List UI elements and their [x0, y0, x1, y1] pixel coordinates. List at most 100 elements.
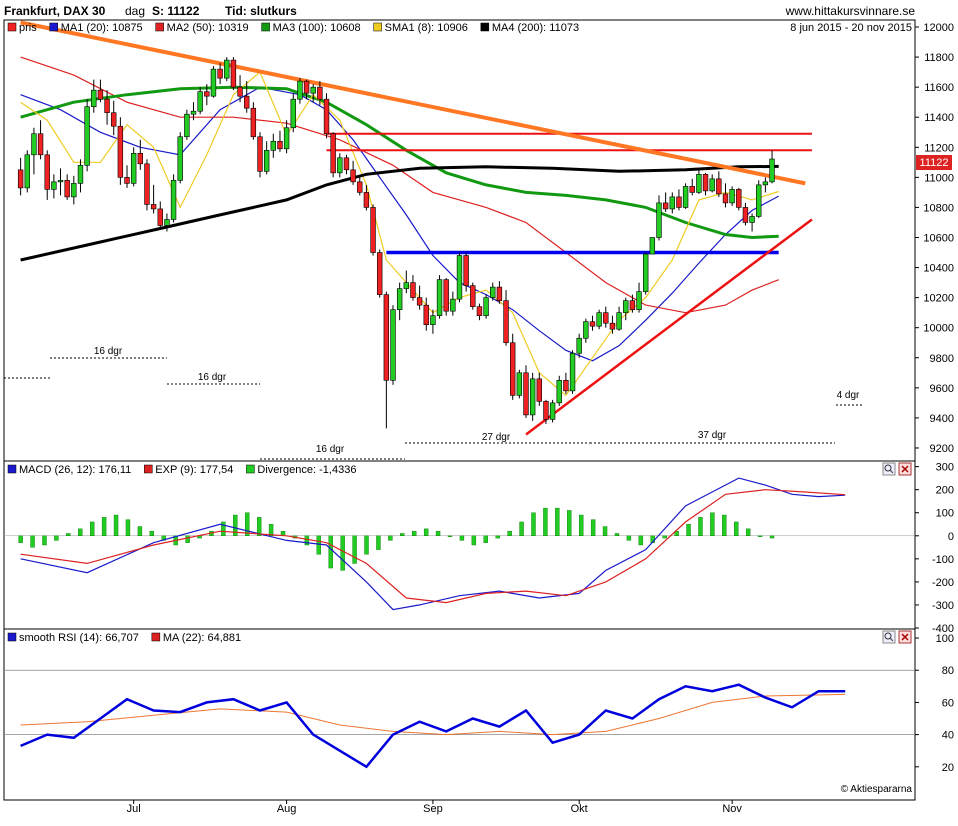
ma-line-2: [20, 56, 779, 314]
macd-divergence-bar: [734, 521, 739, 536]
macd-divergence-bar: [400, 533, 405, 536]
macd-legend: MACD (26, 12): 176,11 EXP (9): 177,54 Dive…: [7, 464, 356, 476]
candle-body: [204, 91, 210, 97]
price-y-tick-label: 9200: [930, 443, 954, 455]
rsi-close-button[interactable]: [898, 630, 912, 644]
price-y-tick-label: 11000: [924, 172, 954, 184]
macd-divergence-bar: [757, 535, 763, 537]
rsi-legend: smooth RSI (14): 66,707 MA (22): 64,881: [7, 632, 241, 644]
candle-body: [357, 181, 363, 193]
candle-body: [722, 193, 729, 204]
macd-divergence-bar: [42, 535, 47, 546]
candle-body: [17, 169, 24, 189]
macd-divergence-bar: [78, 528, 83, 536]
legend-label: EXP (9): 177,54: [155, 464, 233, 476]
price-y-tick-label: 9400: [930, 413, 954, 425]
site-url[interactable]: www.hittakursvinnare.se: [785, 4, 916, 18]
macd-divergence-bar: [435, 530, 441, 536]
macd-divergence-bar: [256, 517, 262, 536]
candle-body: [370, 207, 376, 253]
macd-divergence-bar: [745, 528, 751, 536]
legend-label: MA1 (20): 10875: [61, 22, 143, 34]
candle-body: [190, 110, 197, 115]
candle-body: [756, 184, 762, 217]
candle-body: [257, 136, 263, 172]
legend-swatch: [151, 632, 161, 642]
candle-body: [682, 186, 689, 208]
macd-divergence-bar: [531, 512, 536, 536]
legend-swatch: [155, 22, 164, 32]
last-price-tag: 11122: [916, 155, 952, 170]
legend-swatch: [261, 22, 270, 32]
tid-label: Tid: slutkurs: [225, 4, 297, 18]
price-y-tick-label: 11800: [924, 52, 954, 64]
candle-body: [709, 178, 715, 192]
magnifier-icon: [884, 464, 892, 472]
price-legend: pris MA1 (20): 10875 MA2 (50): 10319 MA3 (1…: [7, 22, 579, 34]
period-label: dag: [125, 4, 145, 18]
annotation-16-dgr: 16 dgr: [198, 372, 227, 383]
candle-body: [696, 174, 702, 193]
legend-label: MACD (26, 12): 176,11: [19, 464, 131, 476]
candle-body: [396, 288, 403, 310]
legend-label: pris: [19, 22, 37, 34]
candle-body: [636, 291, 642, 310]
macd-divergence-bar: [578, 514, 584, 536]
macd-divergence-bar: [221, 521, 226, 536]
x-tick-label: Jul: [127, 803, 141, 815]
candle-body: [383, 294, 390, 381]
legend-swatch: [7, 22, 17, 32]
legend-label: smooth RSI (14): 66,707: [19, 632, 139, 644]
candle-body: [323, 98, 330, 135]
candle-body: [310, 86, 316, 94]
candle-body: [37, 133, 44, 156]
candle-body: [164, 219, 170, 226]
macd-zoom-button[interactable]: [882, 462, 896, 476]
macd-divergence-bar: [149, 530, 155, 536]
macd-divergence-bar: [614, 533, 620, 536]
macd-divergence-bar: [674, 530, 679, 536]
price-y-tick-label: 11400: [924, 112, 954, 124]
candle-body: [656, 202, 662, 238]
candle-body: [450, 298, 456, 312]
candle-body: [84, 106, 90, 166]
candle-body: [97, 89, 104, 100]
candle-body: [623, 300, 629, 313]
candle-body: [343, 157, 350, 171]
macd-divergence-bar: [459, 535, 465, 541]
rsi-zoom-button[interactable]: [882, 630, 896, 644]
ma-line-4: [20, 71, 779, 397]
macd-close-button[interactable]: [898, 462, 912, 476]
candle-body: [596, 312, 602, 327]
candle-body: [337, 157, 343, 174]
legend-label: MA3 (100): 10608: [273, 22, 361, 34]
legend-label: MA2 (50): 10319: [167, 22, 249, 34]
candle-body: [749, 216, 755, 223]
macd-y-tick-label: 100: [936, 508, 954, 520]
candle-body: [130, 153, 137, 184]
price-y-tick-label: 12000: [923, 22, 954, 34]
ma-line-1: [20, 86, 779, 362]
legend-swatch: [144, 464, 153, 474]
copyright: © Aktiespararna: [841, 784, 913, 795]
candle-body: [470, 285, 476, 307]
macd-divergence-bar: [412, 530, 417, 536]
macd-divergence-bar: [698, 517, 703, 536]
candle-body: [363, 192, 370, 208]
macd-y-tick-label: 0: [948, 531, 954, 543]
macd-y-tick-label: 300: [936, 462, 954, 474]
candle-body: [736, 189, 742, 208]
x-tick-label: Okt: [571, 803, 588, 815]
candle-body: [31, 133, 37, 156]
candle-body: [496, 286, 503, 301]
macd-divergence-bar: [66, 533, 71, 536]
macd-divergence-bar: [602, 526, 608, 536]
candle-body: [609, 322, 616, 330]
candle-body: [197, 91, 203, 112]
price-y-tick-label: 9600: [930, 383, 954, 395]
candle-body: [576, 337, 582, 354]
macd-divergence-bar: [30, 535, 35, 548]
macd-divergence-bar: [352, 535, 357, 564]
candle-body: [270, 140, 277, 151]
